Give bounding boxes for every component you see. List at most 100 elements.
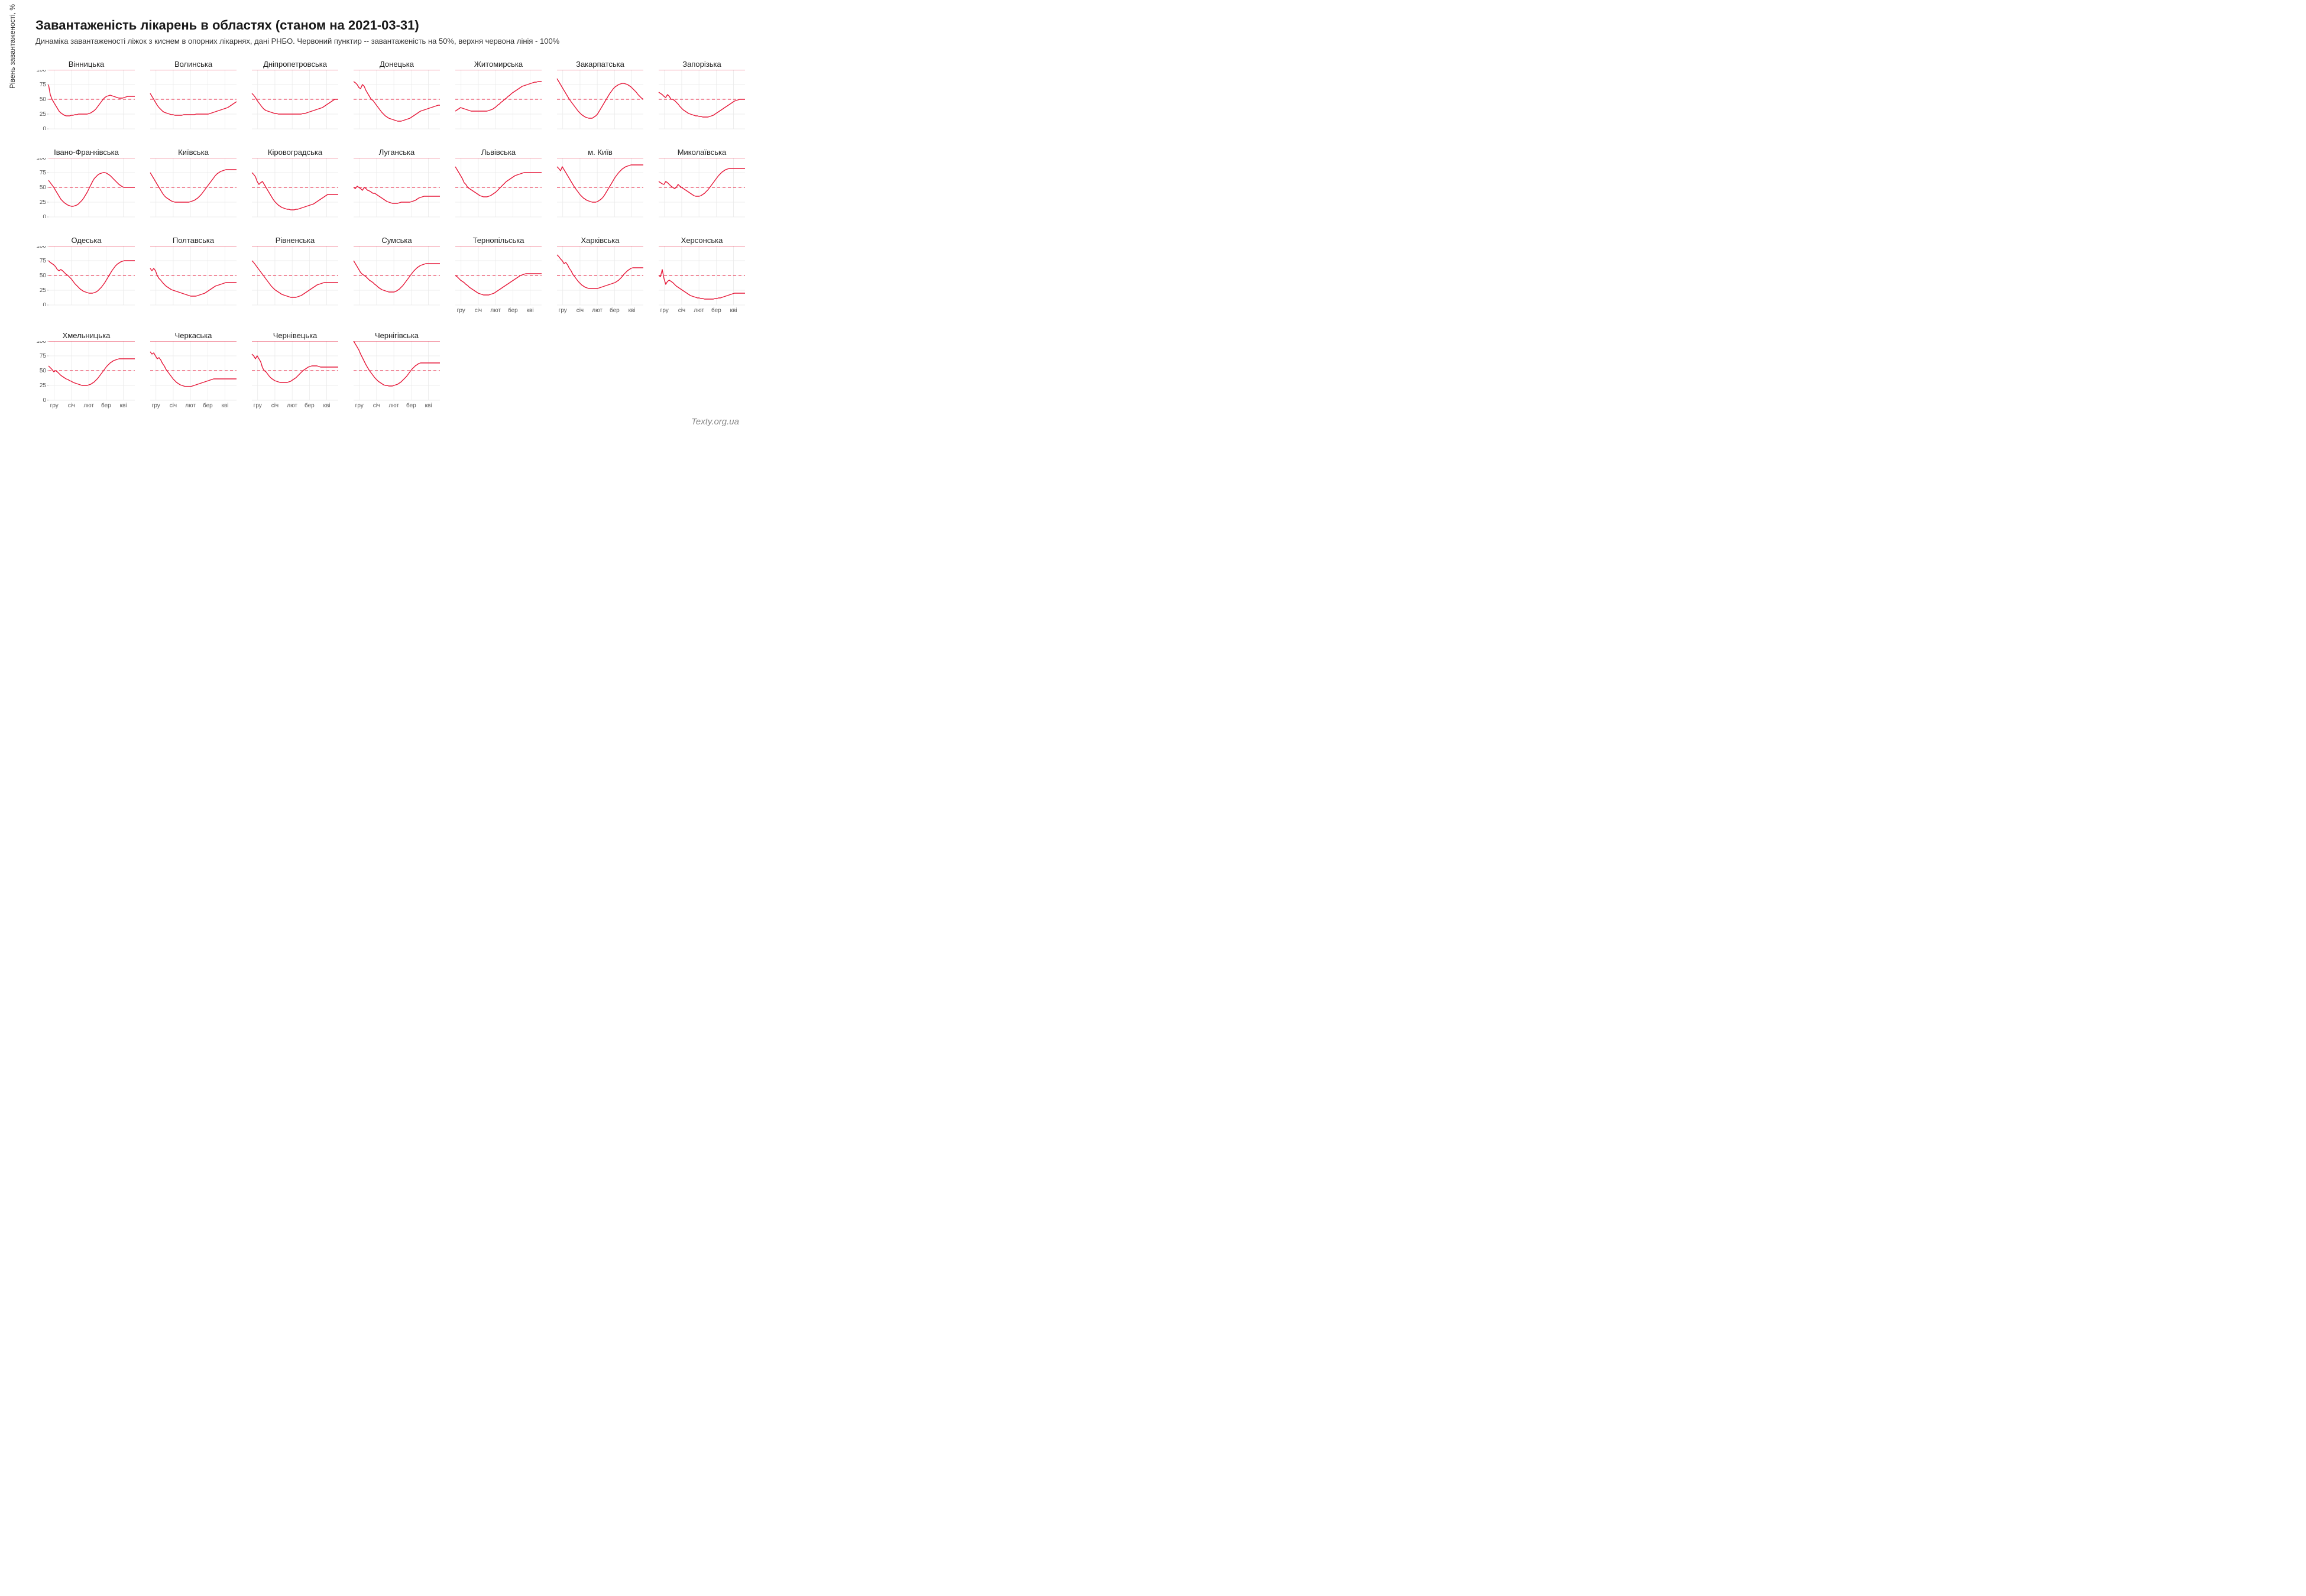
- panel: Запорізька: [656, 60, 747, 130]
- panel-title: Івано-Франківська: [35, 148, 137, 157]
- y-tick-label: 75: [40, 82, 47, 88]
- panel-title: Луганська: [351, 148, 442, 157]
- panel: м. Київ: [555, 148, 646, 218]
- panel-title: Миколаївська: [656, 148, 747, 157]
- y-tick-label: 25: [40, 199, 47, 206]
- panel-chart: [250, 158, 341, 218]
- x-tick-label: лют: [388, 403, 399, 408]
- x-tick-label: січ: [170, 403, 177, 408]
- data-line: [150, 93, 237, 115]
- panel: Житомирська: [453, 60, 544, 130]
- y-tick-label: 50: [40, 273, 47, 279]
- panel-title: Житомирська: [453, 60, 544, 69]
- y-tick-label: 100: [36, 158, 46, 161]
- panel-title: Одеська: [35, 236, 137, 245]
- panel-title: Рівненська: [250, 236, 341, 245]
- panel: Харківськагрусічлютберкві: [555, 236, 646, 313]
- x-tick-label: бер: [508, 307, 518, 313]
- y-tick-label: 0: [43, 397, 46, 404]
- y-tick-label: 0: [43, 214, 46, 218]
- x-tick-label: гру: [457, 307, 465, 313]
- data-line: [150, 170, 237, 202]
- y-tick-label: 0: [43, 302, 46, 306]
- panel: Львівська: [453, 148, 544, 218]
- panel: Вінницька 0 25 50 75 100: [35, 60, 137, 130]
- data-line: [48, 173, 135, 206]
- panel: Тернопільськагрусічлютберкві: [453, 236, 544, 313]
- page-subtitle: Динаміка завантаженості ліжок з киснем в…: [35, 37, 745, 46]
- panel-chart: грусічлютберкві: [453, 246, 544, 313]
- panel-chart: 0255075100грусічлютберкві: [35, 341, 137, 408]
- panel-chart: [656, 70, 747, 130]
- x-tick-label: січ: [373, 403, 380, 408]
- panel-chart: грусічлютберкві: [351, 341, 442, 408]
- y-tick-label: 100: [36, 70, 46, 73]
- panel-chart: [351, 246, 442, 306]
- data-line: [557, 165, 643, 202]
- x-tick-label: кві: [323, 403, 331, 408]
- x-tick-label: бер: [305, 402, 315, 408]
- y-tick-label: 50: [40, 96, 47, 103]
- panel-title: Кіровоградська: [250, 148, 341, 157]
- data-line: [150, 268, 237, 296]
- panel-chart: 0255075100: [35, 158, 137, 218]
- panel-title: Волинська: [148, 60, 239, 69]
- panel-title: Львівська: [453, 148, 544, 157]
- panel-title: Дніпропетровська: [250, 60, 341, 69]
- x-tick-label: лют: [592, 307, 603, 313]
- page-title: Завантаженість лікарень в областях (стан…: [35, 18, 745, 33]
- panel-chart: 0255075100: [35, 246, 137, 306]
- y-tick-label: 0: [43, 126, 46, 130]
- x-tick-label: гру: [50, 403, 59, 408]
- panel: Івано-Франківська0255075100: [35, 148, 137, 218]
- y-tick-label: 50: [40, 368, 47, 374]
- x-tick-label: січ: [678, 307, 685, 313]
- panel-chart: [148, 70, 239, 130]
- panel: Миколаївська: [656, 148, 747, 218]
- data-line: [252, 354, 338, 382]
- y-tick-label: 50: [40, 184, 47, 191]
- panel: Дніпропетровська: [250, 60, 341, 130]
- panel-chart: 0 25 50 75 100: [35, 70, 137, 130]
- x-tick-label: кві: [527, 307, 534, 313]
- y-tick-label: 25: [40, 111, 47, 118]
- panel-title: Чернігівська: [351, 331, 442, 340]
- x-tick-label: гру: [355, 403, 364, 408]
- x-tick-label: бер: [610, 307, 620, 313]
- panel: Черкаськагрусічлютберкві: [148, 331, 239, 408]
- panel: Волинська: [148, 60, 239, 130]
- data-line: [354, 186, 440, 203]
- panel-title: Черкаська: [148, 331, 239, 340]
- panel: Донецька: [351, 60, 442, 130]
- panel-chart: [453, 158, 544, 218]
- panel-title: Закарпатська: [555, 60, 646, 69]
- panel-chart: [148, 246, 239, 306]
- x-tick-label: бер: [711, 307, 721, 313]
- y-tick-label: 25: [40, 287, 47, 294]
- panel: Одеська0255075100: [35, 236, 137, 313]
- x-tick-label: лют: [490, 307, 501, 313]
- panel-title: Вінницька: [35, 60, 137, 69]
- panel-title: Донецька: [351, 60, 442, 69]
- data-line: [659, 92, 745, 117]
- panel-title: Тернопільська: [453, 236, 544, 245]
- x-tick-label: кві: [120, 403, 127, 408]
- panel: Полтавська: [148, 236, 239, 313]
- panel-title: м. Київ: [555, 148, 646, 157]
- data-line: [48, 85, 135, 116]
- panel: Чернігівськагрусічлютберкві: [351, 331, 442, 408]
- panel-title: Хмельницька: [35, 331, 137, 340]
- x-tick-label: бер: [203, 402, 213, 408]
- y-tick-label: 100: [36, 341, 46, 345]
- panel-title: Сумська: [351, 236, 442, 245]
- panel-title: Запорізька: [656, 60, 747, 69]
- data-line: [455, 167, 542, 197]
- y-tick-label: 100: [36, 246, 46, 249]
- data-line: [659, 270, 745, 299]
- data-line: [48, 359, 135, 385]
- panel: Рівненська: [250, 236, 341, 313]
- y-axis-label: Рівень завантаженості, %: [8, 4, 17, 89]
- small-multiples-grid: Вінницька 0 25 50 75 100 Волинська Дніпропетров…: [35, 60, 745, 408]
- y-tick-label: 25: [40, 382, 47, 389]
- data-line: [455, 274, 542, 295]
